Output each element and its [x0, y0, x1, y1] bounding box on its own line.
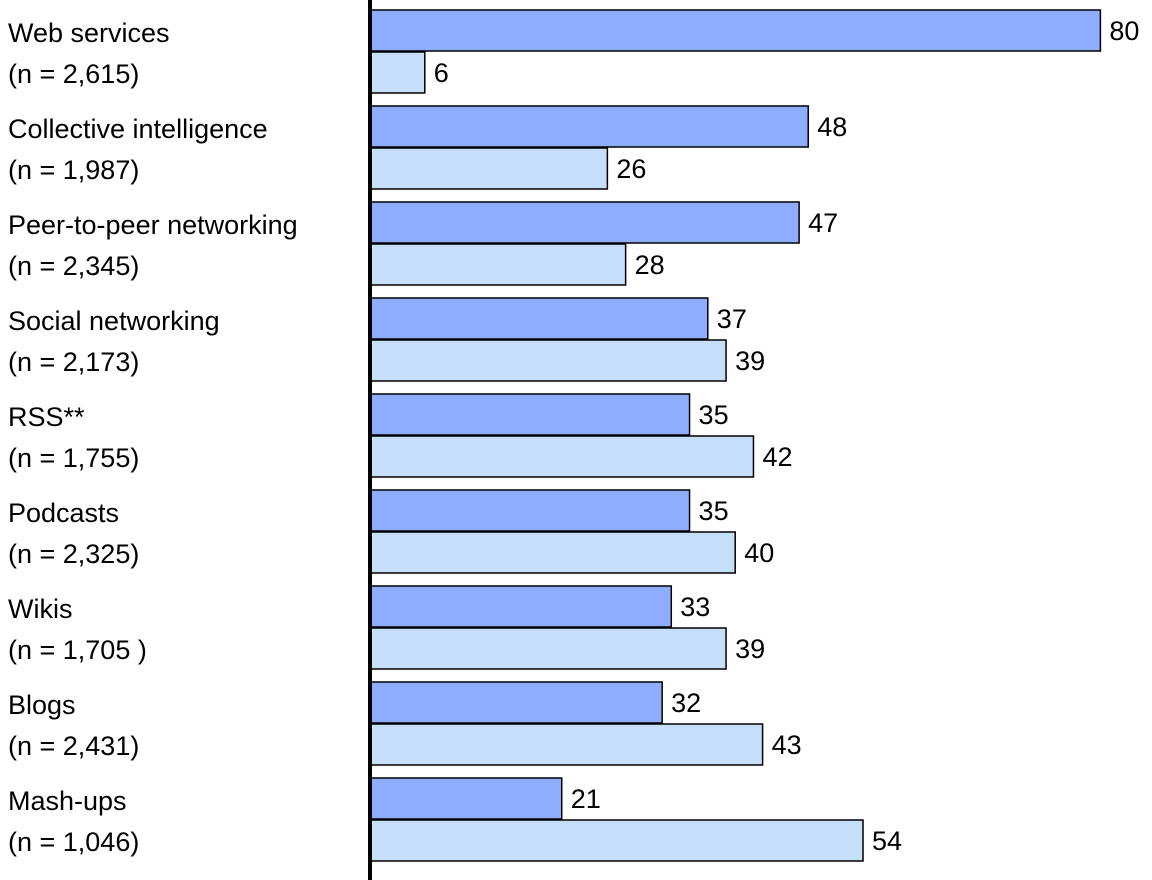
bar-series-2	[369, 723, 764, 766]
category-label: Social networking	[8, 306, 220, 336]
bar-series-1	[369, 585, 673, 628]
bar-series-1	[369, 105, 809, 148]
category-n-label: (n = 2,431)	[8, 731, 139, 761]
data-label: 6	[434, 58, 449, 88]
data-label: 40	[744, 538, 774, 568]
data-label: 47	[808, 208, 838, 238]
category-n-label: (n = 2,345)	[8, 251, 139, 281]
data-label: 39	[735, 634, 765, 664]
bar-series-2	[369, 819, 864, 862]
category-label: Blogs	[8, 690, 76, 720]
data-label: 39	[735, 346, 765, 376]
category-label: Wikis	[8, 594, 72, 624]
bar-series-1	[369, 201, 800, 244]
category-n-label: (n = 1,755)	[8, 443, 139, 473]
data-label: 43	[772, 730, 802, 760]
category-labels: Web services (n = 2,615) Collective intell…	[8, 18, 298, 857]
data-label: 54	[872, 826, 902, 856]
data-label: 80	[1109, 16, 1139, 46]
bar-series-2	[369, 243, 627, 286]
data-label: 26	[616, 154, 646, 184]
category-label: Web services	[8, 18, 170, 48]
data-label: 33	[680, 592, 710, 622]
bar-series-1	[369, 777, 563, 820]
bar-series-1	[369, 297, 709, 340]
bar-series-1	[369, 9, 1102, 52]
bar-series-2	[369, 147, 609, 190]
data-label: 48	[817, 112, 847, 142]
data-label: 21	[571, 784, 601, 814]
bar-series-1	[369, 489, 691, 532]
bar-series-2	[369, 339, 727, 382]
bar-series-2	[369, 435, 755, 478]
bar-series-1	[369, 681, 663, 724]
category-n-label: (n = 1,046)	[8, 827, 139, 857]
category-label: Collective intelligence	[8, 114, 268, 144]
category-n-label: (n = 1,987)	[8, 155, 139, 185]
category-n-label: (n = 2,325)	[8, 539, 139, 569]
category-label: Podcasts	[8, 498, 119, 528]
data-label: 42	[762, 442, 792, 472]
category-label: RSS**	[8, 402, 85, 432]
category-n-label: (n = 2,173)	[8, 347, 139, 377]
bar-series-2	[369, 51, 426, 94]
data-label: 35	[699, 400, 729, 430]
bar-series-2	[369, 531, 736, 574]
data-label: 28	[635, 250, 665, 280]
bar-series-2	[369, 627, 727, 670]
bar-series-1	[369, 393, 691, 436]
category-n-label: (n = 2,615)	[8, 59, 139, 89]
category-label: Mash-ups	[8, 786, 127, 816]
data-label: 32	[671, 688, 701, 718]
category-label: Peer-to-peer networking	[8, 210, 298, 240]
category-n-label: (n = 1,705 )	[8, 635, 147, 665]
data-label: 37	[717, 304, 747, 334]
data-label: 35	[699, 496, 729, 526]
